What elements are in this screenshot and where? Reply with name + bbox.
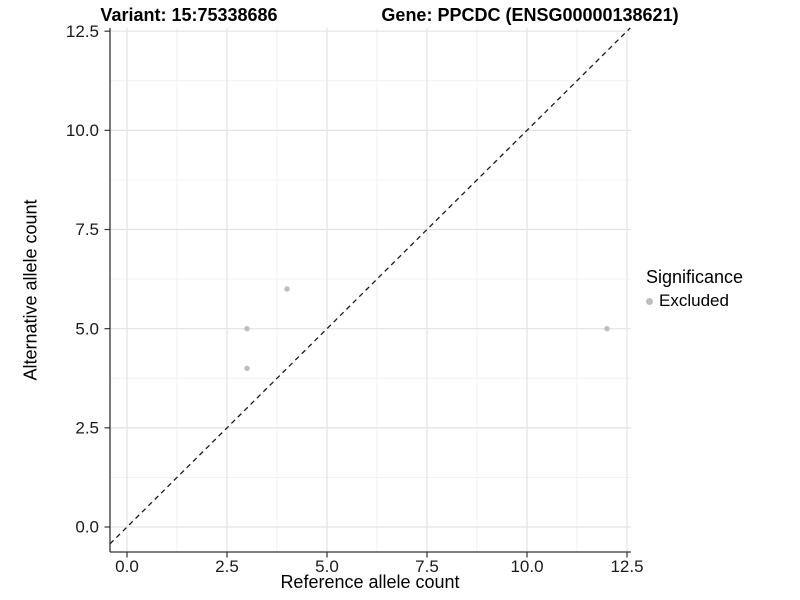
y-tick-label: 12.5 <box>66 22 99 41</box>
plot-title-gene: Gene: PPCDC (ENSG00000138621) <box>381 5 679 25</box>
x-tick-label: 10.0 <box>510 557 543 576</box>
data-point <box>604 325 610 332</box>
x-tick-label: 7.5 <box>415 557 439 576</box>
y-axis-title: Alternative allele count <box>20 199 41 381</box>
plot-title-variant: Variant: 15:75338686 <box>100 5 278 25</box>
legend: Significance Excluded <box>646 267 743 311</box>
excluded-point-swatch <box>646 297 653 305</box>
y-tick-label: 10.0 <box>66 121 99 140</box>
legend-item-label: Excluded <box>659 291 729 310</box>
legend-title: Significance <box>646 267 744 287</box>
y-tick-label: 0.0 <box>75 518 99 537</box>
y-tick-label: 5.0 <box>75 319 99 338</box>
legend-item-excluded: Excluded <box>646 291 743 311</box>
x-tick-label: 5.0 <box>315 557 339 576</box>
x-tick-label: 0.0 <box>115 557 139 576</box>
x-tick-label: 2.5 <box>215 557 239 576</box>
x-axis-title: Reference allele count <box>280 572 460 592</box>
x-tick-label: 12.5 <box>610 557 643 576</box>
data-point <box>244 365 250 372</box>
y-tick-label: 7.5 <box>75 220 99 239</box>
data-point <box>284 286 290 292</box>
data-point <box>244 325 250 332</box>
identity-line <box>109 27 631 545</box>
y-tick-label: 2.5 <box>75 418 99 437</box>
